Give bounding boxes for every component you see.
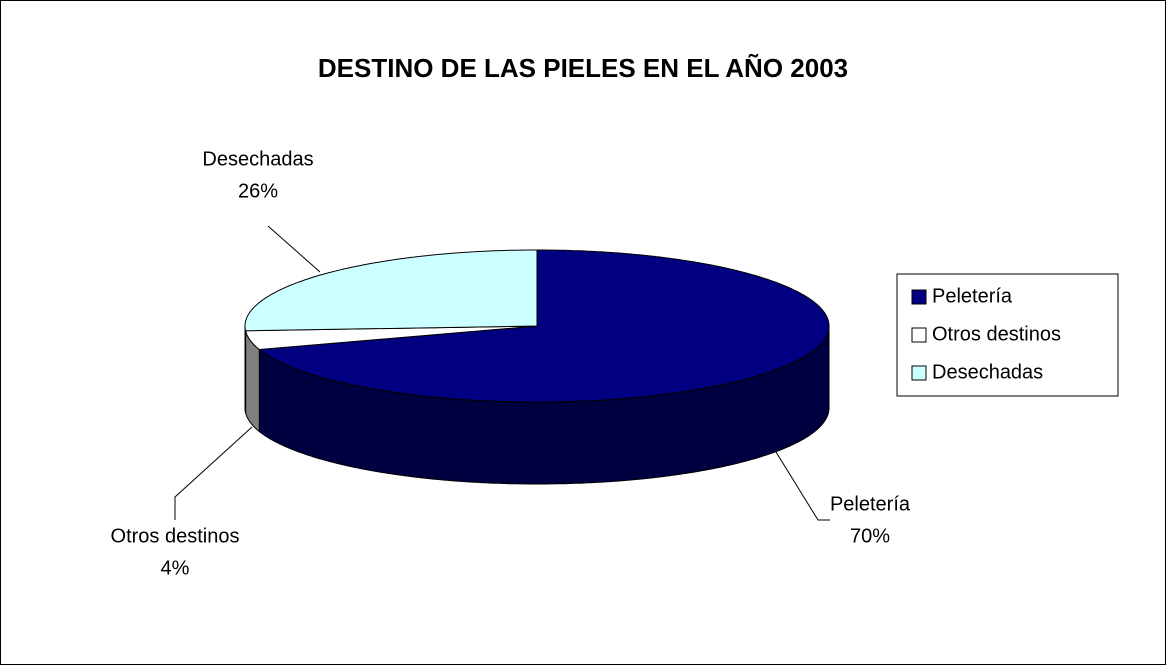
data-label-value: 70% <box>850 525 890 547</box>
pie-slice-side <box>244 326 247 413</box>
pie-slice <box>245 325 538 351</box>
legend-box <box>896 273 1119 397</box>
data-label-name: Desechadas <box>202 148 313 170</box>
pie-slice <box>244 249 538 332</box>
legend-swatch <box>911 289 927 305</box>
leader-line <box>775 451 830 521</box>
legend-label: Otros destinos <box>932 323 1061 345</box>
pie-slice <box>257 249 830 403</box>
leader-line <box>174 426 253 520</box>
legend-label: Peletería <box>932 285 1013 307</box>
data-label-value: 4% <box>161 557 190 579</box>
legend-swatch <box>911 365 927 381</box>
leader-line <box>267 225 321 273</box>
data-label-value: 26% <box>238 180 278 202</box>
data-label-name: Otros destinos <box>111 525 240 547</box>
legend-swatch <box>911 327 927 343</box>
chart-title: DESTINO DE LAS PIELES EN EL AÑO 2003 <box>318 53 848 83</box>
data-label-name: Peletería <box>830 493 911 515</box>
legend-label: Desechadas <box>932 361 1043 383</box>
